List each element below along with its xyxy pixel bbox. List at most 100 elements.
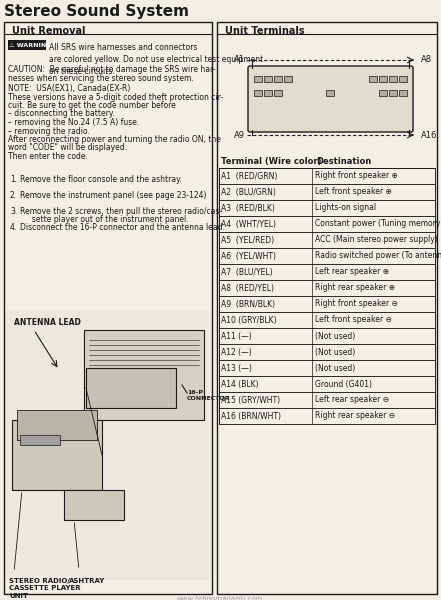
- Bar: [219, 168, 435, 184]
- Text: 1.: 1.: [10, 175, 17, 184]
- Text: word "CODE" will be displayed.: word "CODE" will be displayed.: [8, 143, 127, 152]
- Bar: [219, 344, 435, 360]
- Text: Unit Removal: Unit Removal: [12, 26, 86, 36]
- Text: – disconnecting the battery.: – disconnecting the battery.: [8, 109, 115, 118]
- Text: A7  (BLU/YEL): A7 (BLU/YEL): [221, 268, 273, 277]
- Text: ANTENNA LEAD: ANTENNA LEAD: [14, 318, 81, 327]
- Bar: [219, 360, 435, 376]
- Text: ⚠ WARNING: ⚠ WARNING: [9, 43, 51, 47]
- Bar: [86, 368, 176, 408]
- Text: Right rear speaker ⊕: Right rear speaker ⊕: [315, 283, 395, 292]
- Text: 2.: 2.: [10, 191, 17, 199]
- Bar: [219, 280, 435, 296]
- Bar: [219, 328, 435, 344]
- Text: Right front speaker ⊖: Right front speaker ⊖: [315, 299, 398, 308]
- Bar: [219, 392, 435, 408]
- Bar: [369, 76, 377, 82]
- Bar: [326, 90, 334, 96]
- Text: A8  (RED/YEL): A8 (RED/YEL): [221, 283, 274, 292]
- Bar: [219, 184, 435, 200]
- Text: A12 (—): A12 (—): [221, 347, 252, 356]
- Bar: [379, 76, 387, 82]
- Text: A16: A16: [421, 130, 437, 139]
- Bar: [219, 296, 435, 312]
- Bar: [389, 76, 397, 82]
- Text: www.tehnomagazin.com: www.tehnomagazin.com: [177, 596, 263, 600]
- Bar: [254, 90, 262, 96]
- Text: A9: A9: [234, 130, 245, 139]
- Bar: [274, 90, 282, 96]
- Text: sette player out of the instrument panel.: sette player out of the instrument panel…: [20, 215, 189, 224]
- Bar: [219, 408, 435, 424]
- Text: Left front speaker ⊕: Left front speaker ⊕: [315, 187, 392, 196]
- Bar: [399, 90, 407, 96]
- Text: Right rear speaker ⊖: Right rear speaker ⊖: [315, 412, 395, 421]
- Text: Remove the floor console and the ashtray.: Remove the floor console and the ashtray…: [20, 175, 182, 184]
- Text: Stereo Sound System: Stereo Sound System: [4, 4, 189, 19]
- Text: Right front speaker ⊕: Right front speaker ⊕: [315, 172, 398, 181]
- Text: Remove the 2 screws, then pull the stereo radio/cas-: Remove the 2 screws, then pull the stere…: [20, 206, 222, 215]
- Bar: [399, 76, 407, 82]
- Text: A5  (YEL/RED): A5 (YEL/RED): [221, 235, 274, 245]
- Text: CAUTION:  Be careful not to damage the SRS wire har-: CAUTION: Be careful not to damage the SR…: [8, 65, 216, 74]
- Bar: [284, 76, 292, 82]
- Bar: [20, 435, 60, 445]
- Bar: [264, 76, 272, 82]
- FancyBboxPatch shape: [248, 66, 413, 132]
- Text: (Not used): (Not used): [315, 364, 355, 373]
- Text: 16-P
CONNECTOR: 16-P CONNECTOR: [187, 390, 231, 401]
- Bar: [389, 90, 397, 96]
- Text: A11 (—): A11 (—): [221, 331, 252, 340]
- Text: Constant power (Tuning memory): Constant power (Tuning memory): [315, 220, 441, 229]
- Text: NOTE:  USA(EX1), Canada(EX-R): NOTE: USA(EX1), Canada(EX-R): [8, 84, 131, 93]
- Bar: [219, 312, 435, 328]
- Text: A1  (RED/GRN): A1 (RED/GRN): [221, 172, 277, 181]
- Bar: [264, 90, 272, 96]
- Text: A13 (—): A13 (—): [221, 364, 252, 373]
- Text: Left rear speaker ⊕: Left rear speaker ⊕: [315, 268, 389, 277]
- Text: Lights-on signal: Lights-on signal: [315, 203, 376, 212]
- Text: A14 (BLK): A14 (BLK): [221, 379, 258, 389]
- Bar: [12, 420, 102, 490]
- Text: A8: A8: [421, 55, 432, 64]
- Text: A3  (RED/BLK): A3 (RED/BLK): [221, 203, 275, 212]
- Bar: [17, 410, 97, 440]
- Bar: [219, 376, 435, 392]
- Text: A1: A1: [234, 55, 245, 64]
- Text: – removing the radio.: – removing the radio.: [8, 127, 90, 136]
- Text: Terminal (Wire color): Terminal (Wire color): [221, 157, 321, 166]
- Bar: [64, 490, 124, 520]
- Text: A15 (GRY/WHT): A15 (GRY/WHT): [221, 395, 280, 404]
- Text: These versions have a 5-digit coded theft protection cir-: These versions have a 5-digit coded thef…: [8, 92, 223, 101]
- Text: Destination: Destination: [316, 157, 371, 166]
- Text: Left rear speaker ⊖: Left rear speaker ⊖: [315, 395, 389, 404]
- Text: A16 (BRN/WHT): A16 (BRN/WHT): [221, 412, 281, 421]
- Text: Remove the instrument panel (see page 23-124): Remove the instrument panel (see page 23…: [20, 191, 206, 199]
- Text: (Not used): (Not used): [315, 331, 355, 340]
- Text: A6  (YEL/WHT): A6 (YEL/WHT): [221, 251, 276, 260]
- Text: Ground (G401): Ground (G401): [315, 379, 372, 389]
- Text: ACC (Main stereo power supply): ACC (Main stereo power supply): [315, 235, 438, 245]
- Text: A9  (BRN/BLK): A9 (BRN/BLK): [221, 299, 275, 308]
- Text: All SRS wire harnesses and connectors
are colored yellow. Do not use electrical : All SRS wire harnesses and connectors ar…: [49, 43, 263, 76]
- Text: 4.: 4.: [10, 223, 17, 232]
- Text: 3.: 3.: [10, 206, 17, 215]
- Bar: [217, 22, 437, 594]
- Text: nesses when servicing the stereo sound system.: nesses when servicing the stereo sound s…: [8, 74, 194, 83]
- Bar: [274, 76, 282, 82]
- Text: A4  (WHT/YEL): A4 (WHT/YEL): [221, 220, 276, 229]
- Bar: [254, 76, 262, 82]
- Text: After reconnecting power and turning the radio ON, the: After reconnecting power and turning the…: [8, 135, 221, 144]
- Bar: [219, 232, 435, 248]
- Text: cuit. Be sure to get the code number before: cuit. Be sure to get the code number bef…: [8, 101, 176, 110]
- Bar: [219, 216, 435, 232]
- Bar: [219, 264, 435, 280]
- Text: Then enter the code.: Then enter the code.: [8, 152, 88, 161]
- Bar: [4, 22, 212, 594]
- Bar: [219, 200, 435, 216]
- Text: Unit Terminals: Unit Terminals: [225, 26, 305, 36]
- Text: Radio switched power (To antenna): Radio switched power (To antenna): [315, 251, 441, 260]
- Bar: [6, 310, 210, 580]
- Text: A10 (GRY/BLK): A10 (GRY/BLK): [221, 316, 277, 325]
- Text: A2  (BLU/GRN): A2 (BLU/GRN): [221, 187, 276, 196]
